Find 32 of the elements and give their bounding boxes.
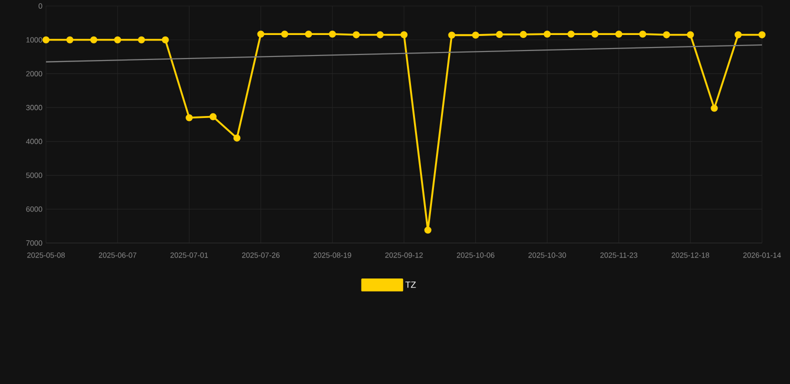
point [472, 32, 480, 39]
point [544, 30, 551, 38]
point [42, 36, 50, 44]
point [686, 31, 694, 38]
point [758, 31, 766, 38]
point [663, 31, 670, 38]
point [615, 30, 622, 38]
point [376, 31, 384, 38]
point [114, 36, 122, 44]
point [90, 36, 98, 44]
point [162, 36, 169, 44]
point [281, 30, 288, 38]
point [210, 113, 217, 120]
point [591, 30, 598, 38]
point [520, 30, 527, 38]
point [400, 31, 408, 38]
point [710, 104, 718, 112]
point [257, 30, 264, 38]
point [304, 30, 312, 38]
point [568, 30, 575, 38]
point [424, 226, 432, 234]
point [328, 30, 336, 38]
point [186, 114, 193, 122]
point [448, 32, 456, 39]
point [66, 36, 74, 44]
point [352, 31, 360, 38]
point [233, 134, 240, 142]
point [496, 30, 504, 38]
point [639, 30, 646, 38]
point [138, 36, 146, 44]
point [734, 31, 742, 38]
legend-label: TZ [405, 282, 416, 288]
